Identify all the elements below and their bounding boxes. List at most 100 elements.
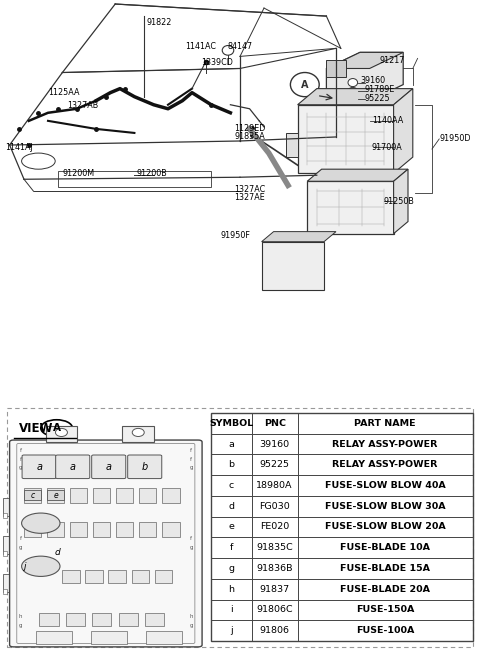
Text: 91836B: 91836B <box>256 564 293 573</box>
Bar <box>3 574 13 591</box>
Circle shape <box>22 556 60 576</box>
Text: FUSE-100A: FUSE-100A <box>356 626 414 635</box>
Text: g: g <box>19 624 23 628</box>
Text: VIEW: VIEW <box>19 422 54 435</box>
Polygon shape <box>262 232 336 242</box>
Ellipse shape <box>55 428 67 436</box>
Text: FUSE-SLOW BLOW 30A: FUSE-SLOW BLOW 30A <box>325 502 445 511</box>
Text: d: d <box>55 548 60 557</box>
Bar <box>3 536 13 553</box>
Text: g: g <box>189 624 193 628</box>
Bar <box>70 523 87 537</box>
Bar <box>139 488 156 503</box>
Bar <box>93 523 110 537</box>
Text: f: f <box>20 449 22 453</box>
Text: f: f <box>190 536 192 541</box>
Bar <box>91 631 127 644</box>
Text: FG030: FG030 <box>259 502 290 511</box>
Circle shape <box>348 87 358 96</box>
Ellipse shape <box>132 428 144 436</box>
Text: 91950D: 91950D <box>439 134 471 143</box>
Bar <box>119 612 138 626</box>
Text: 1327AC: 1327AC <box>234 185 265 194</box>
Text: 1141AC: 1141AC <box>185 42 216 51</box>
Text: FUSE-BLADE 10A: FUSE-BLADE 10A <box>340 543 430 552</box>
Text: d: d <box>228 502 234 511</box>
Bar <box>262 242 324 290</box>
Text: g: g <box>189 545 193 550</box>
Bar <box>139 523 156 537</box>
Text: h: h <box>189 614 193 620</box>
Polygon shape <box>394 88 413 173</box>
Text: 95225: 95225 <box>260 460 289 469</box>
Text: 91700A: 91700A <box>372 143 403 151</box>
Text: A: A <box>301 80 309 90</box>
Text: 1125AA: 1125AA <box>48 88 80 97</box>
Bar <box>85 570 103 583</box>
Text: e: e <box>53 491 58 500</box>
Text: 91200B: 91200B <box>137 169 168 178</box>
Circle shape <box>22 513 60 533</box>
Text: FUSE-BLADE 20A: FUSE-BLADE 20A <box>340 585 430 593</box>
Text: g: g <box>19 466 23 470</box>
Text: c: c <box>31 491 35 500</box>
Text: FE020: FE020 <box>260 523 289 531</box>
Text: 39160: 39160 <box>360 76 385 85</box>
Bar <box>36 631 72 644</box>
Bar <box>47 523 64 537</box>
Text: 1339CD: 1339CD <box>202 58 233 67</box>
Text: 91835C: 91835C <box>256 543 293 552</box>
Circle shape <box>348 79 358 86</box>
Bar <box>3 551 7 556</box>
Text: 91806C: 91806C <box>256 605 293 614</box>
Text: 95225: 95225 <box>365 94 390 103</box>
Bar <box>132 570 149 583</box>
Polygon shape <box>326 52 403 101</box>
Text: f: f <box>20 457 22 462</box>
Text: h: h <box>228 585 234 593</box>
Text: h: h <box>19 614 23 620</box>
Bar <box>116 523 133 537</box>
Text: c: c <box>229 481 234 490</box>
Polygon shape <box>326 52 403 69</box>
Text: FUSE-BLADE 15A: FUSE-BLADE 15A <box>340 564 430 573</box>
Text: 18980A: 18980A <box>256 481 293 490</box>
Text: RELAY ASSY-POWER: RELAY ASSY-POWER <box>333 440 438 449</box>
Text: RELAY ASSY-POWER: RELAY ASSY-POWER <box>333 460 438 469</box>
Bar <box>3 513 7 518</box>
Text: PART NAME: PART NAME <box>354 419 416 428</box>
Bar <box>62 570 80 583</box>
Text: e: e <box>228 523 234 531</box>
Text: g: g <box>189 466 193 470</box>
Text: b: b <box>228 460 234 469</box>
Text: A: A <box>53 423 60 433</box>
Bar <box>39 612 59 626</box>
Text: 91806: 91806 <box>260 626 289 635</box>
Bar <box>326 60 346 77</box>
Text: j: j <box>230 626 233 635</box>
Text: j: j <box>23 562 25 571</box>
Text: f: f <box>20 536 22 541</box>
Text: g: g <box>19 545 23 550</box>
Bar <box>145 612 164 626</box>
Bar <box>58 171 211 187</box>
Bar <box>211 413 473 641</box>
Polygon shape <box>394 169 408 234</box>
Text: FUSE-SLOW BLOW 20A: FUSE-SLOW BLOW 20A <box>325 523 445 531</box>
Text: SYMBOL: SYMBOL <box>209 419 253 428</box>
Text: 39160: 39160 <box>260 440 290 449</box>
Bar <box>92 612 111 626</box>
Text: 91200M: 91200M <box>62 169 95 178</box>
Text: 91835A: 91835A <box>234 132 265 141</box>
FancyBboxPatch shape <box>92 455 126 479</box>
Text: a: a <box>106 462 112 472</box>
Bar <box>46 426 77 442</box>
Bar <box>122 426 154 442</box>
Text: 1140AA: 1140AA <box>372 117 403 125</box>
Text: a: a <box>70 462 76 472</box>
Bar <box>286 133 298 157</box>
Bar <box>3 589 7 594</box>
Bar <box>93 488 110 503</box>
FancyBboxPatch shape <box>56 455 90 479</box>
Bar <box>146 631 182 644</box>
